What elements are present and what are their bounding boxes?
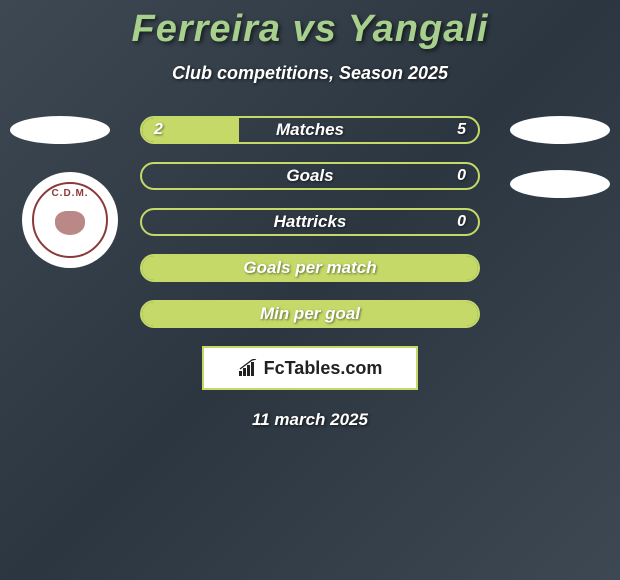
player-slot-right-top: [510, 116, 610, 144]
stat-label: Hattricks: [274, 212, 347, 232]
stat-bar-min-per-goal: Min per goal: [140, 300, 480, 328]
player-slot-left-top: [10, 116, 110, 144]
stat-bar-hattricks: Hattricks 0: [140, 208, 480, 236]
club-badge: C.D.M.: [22, 172, 118, 268]
comparison-content: C.D.M. 2 Matches 5 Goals 0 Hattricks 0 G…: [0, 116, 620, 430]
page-title: Ferreira vs Yangali: [0, 0, 620, 51]
stat-value-right: 0: [457, 213, 466, 231]
club-badge-text: C.D.M.: [51, 188, 88, 199]
club-badge-icon: [55, 211, 85, 235]
match-date: 11 march 2025: [0, 410, 620, 430]
stat-value-right: 0: [457, 167, 466, 185]
stat-bar-matches: 2 Matches 5: [140, 116, 480, 144]
chart-icon: [238, 359, 260, 377]
stat-bar-goals-per-match: Goals per match: [140, 254, 480, 282]
stat-bars: 2 Matches 5 Goals 0 Hattricks 0 Goals pe…: [140, 116, 480, 328]
stat-bar-goals: Goals 0: [140, 162, 480, 190]
club-badge-inner: C.D.M.: [32, 182, 108, 258]
stat-value-right: 5: [457, 121, 466, 139]
stat-label: Matches: [276, 120, 344, 140]
stat-label: Goals: [286, 166, 333, 186]
player-slot-right-bottom: [510, 170, 610, 198]
brand-name: FcTables.com: [264, 358, 383, 379]
stat-label: Goals per match: [243, 258, 376, 278]
page-subtitle: Club competitions, Season 2025: [0, 63, 620, 84]
stat-label: Min per goal: [260, 304, 360, 324]
stat-value-left: 2: [154, 121, 163, 139]
brand-logo-box[interactable]: FcTables.com: [202, 346, 418, 390]
